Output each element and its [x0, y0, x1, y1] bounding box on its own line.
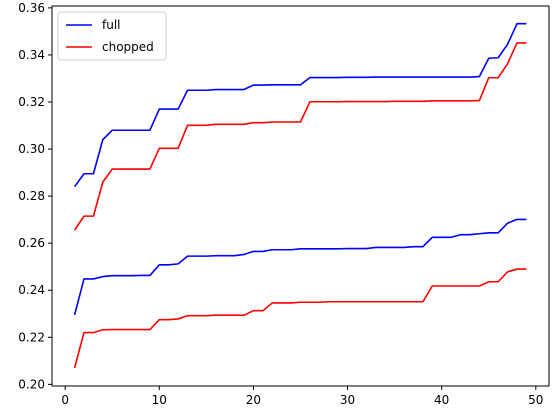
x-tick-label: 10	[152, 393, 167, 407]
x-tick-label: 20	[246, 393, 261, 407]
x-tick-label: 40	[434, 393, 449, 407]
legend: full chopped	[57, 11, 167, 61]
x-tick-label: 30	[340, 393, 355, 407]
x-tick-label: 0	[61, 393, 69, 407]
series-line-chopped-2	[73, 42, 527, 231]
legend-label-chopped: chopped	[102, 40, 154, 54]
y-tick-label: 0.28	[18, 189, 45, 203]
axes-frame	[51, 5, 550, 387]
y-tick-label: 0.34	[18, 48, 45, 62]
y-tick-label: 0.32	[18, 95, 45, 109]
series-line-full-1	[73, 22, 527, 188]
y-tick-label: 0.20	[18, 377, 45, 391]
series-line-series-3	[73, 218, 527, 316]
legend-label-full: full	[102, 18, 121, 32]
y-tick-label: 0.24	[18, 283, 45, 297]
x-tick-label: 50	[528, 393, 543, 407]
y-tick-label: 0.26	[18, 236, 45, 250]
y-axis: 0.20 0.22 0.24 0.26 0.28 0.30 0.32 0.34 0.36	[18, 1, 52, 391]
legend-box	[57, 11, 167, 61]
x-axis: 0 10 20 30 40 50	[61, 386, 543, 407]
plot-area	[73, 22, 527, 369]
series-line-series-4	[73, 268, 527, 369]
y-tick-label: 0.22	[18, 330, 45, 344]
y-tick-label: 0.36	[18, 1, 45, 15]
y-tick-label: 0.30	[18, 142, 45, 156]
